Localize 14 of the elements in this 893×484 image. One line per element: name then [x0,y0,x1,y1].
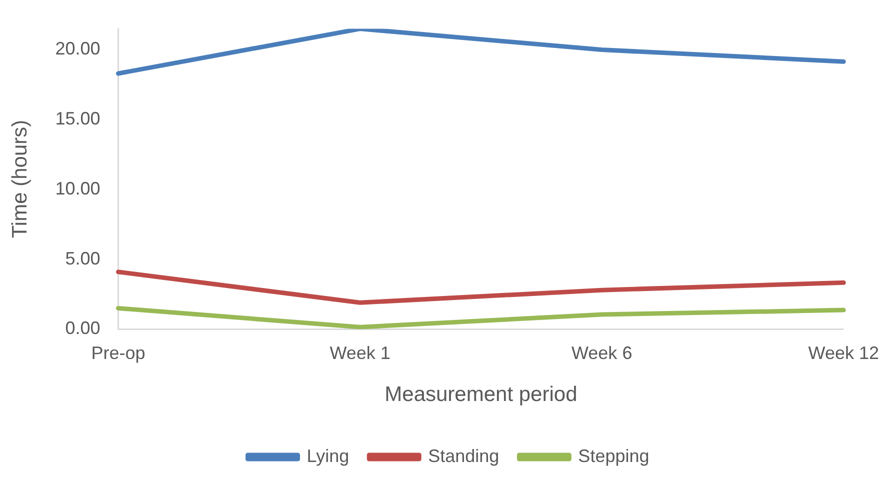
x-axis-title: Measurement period [384,383,578,406]
y-axis-title: Time (hours) [8,120,32,238]
y-tick-label: 15.00 [55,108,100,129]
y-tick-label: 10.00 [55,178,100,198]
x-tick-label: Week 12 [808,342,880,363]
x-tick-label: Week 1 [330,342,390,363]
y-tick-label: 0.00 [65,318,100,338]
legend-label: Stepping [578,446,650,466]
x-tick-label: Week 6 [571,342,632,363]
y-tick-label: 20.00 [55,38,100,59]
y-tick-label: 5.00 [65,248,100,268]
legend-label: Lying [306,446,350,466]
legend-label: Standing [428,446,500,466]
x-tick-label: Pre-op [91,342,146,363]
